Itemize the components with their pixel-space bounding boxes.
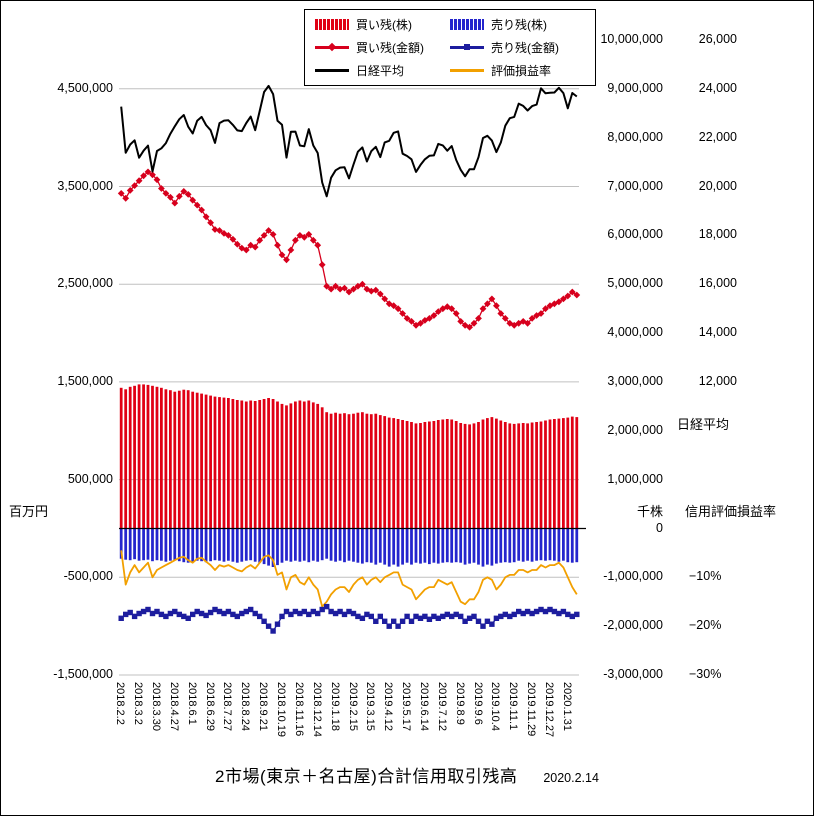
percent-axis-tick: −10%	[689, 569, 722, 584]
buy-amount-line-swatch-icon	[315, 42, 349, 53]
page-title: 2市場(東京＋名古屋)合計信用取引残高	[215, 767, 518, 786]
x-axis-tick: 2019.7.12	[435, 682, 448, 731]
legend-label: 売り残(株)	[491, 18, 547, 32]
shares-axis-tick: 4,000,000	[607, 325, 663, 340]
x-axis-tick: 2018.2.2	[114, 682, 127, 725]
legend-label: 買い残(株)	[356, 18, 412, 32]
x-axis-tick: 2019.9.6	[471, 682, 484, 725]
shares-axis-tick: 5,000,000	[607, 276, 663, 291]
nikkei-line-swatch-icon	[315, 65, 349, 76]
shares-axis-tick: 10,000,000	[600, 32, 663, 46]
x-axis-tick: 2018.3.2	[132, 682, 145, 725]
percent-axis-tick: −20%	[689, 618, 722, 633]
as-of-date: 2020.2.14	[543, 771, 599, 785]
x-axis-tick: 2018.10.19	[275, 682, 287, 738]
x-axis-tick: 2019.12.27	[543, 682, 555, 738]
x-axis-tick: 2018.4.27	[167, 682, 180, 731]
pl-ratio-line	[120, 550, 578, 608]
legend-label: 買い残(金額)	[356, 41, 424, 55]
nikkei-line	[120, 84, 578, 198]
nikkei-axis-tick: 16,000	[698, 276, 737, 291]
x-axis-tick: 2018.12.14	[310, 682, 323, 738]
left-axis-tick: -500,000	[63, 569, 113, 584]
nikkei-axis-tick: 26,000	[698, 32, 737, 46]
legend-item-buy-amount: 買い残(金額)	[315, 39, 450, 56]
shares-axis-tick: 6,000,000	[607, 227, 663, 242]
footer: 2市場(東京＋名古屋)合計信用取引残高 2020.2.14	[1, 762, 813, 787]
shares-axis-tick: 1,000,000	[607, 471, 663, 486]
x-axis-tick: 2019.4.12	[382, 682, 395, 731]
left-axis-tick: 4,500,000	[57, 80, 113, 95]
left-axis-tick: 2,500,000	[57, 276, 113, 291]
x-axis-tick: 2018.3.30	[150, 682, 162, 731]
shares-axis-tick: -2,000,000	[603, 618, 663, 633]
left-axis-unit-label: 百万円	[9, 504, 49, 519]
shares-axis-tick: 8,000,000	[607, 129, 663, 144]
legend-label: 評価損益率	[491, 64, 552, 78]
x-axis-tick: 2018.7.27	[221, 682, 234, 731]
x-axis-tick: 2019.1.18	[328, 682, 341, 731]
nikkei-axis-tick: 14,000	[698, 325, 737, 340]
x-axis-tick: 2018.8.24	[239, 682, 252, 731]
nikkei-axis-title: 日経平均	[677, 417, 730, 432]
x-axis-tick: 2020.1.31	[560, 682, 573, 731]
left-axis-tick: 3,500,000	[57, 178, 113, 193]
shares-axis-tick: -1,000,000	[603, 569, 663, 584]
x-axis-tick: 2019.6.14	[417, 682, 430, 731]
x-axis-tick: 2019.10.4	[489, 682, 502, 731]
nikkei-axis-tick: 22,000	[698, 129, 737, 144]
sell-amount-markers	[118, 603, 580, 634]
legend-item-sell-shares: 売り残(株)	[450, 16, 585, 33]
sell-amount-line-swatch-icon	[450, 42, 484, 53]
shares-axis-tick: 0	[656, 520, 663, 535]
pl-axis-title: 信用評価損益率	[685, 504, 777, 519]
nikkei-axis-tick: 18,000	[698, 227, 737, 242]
shares-axis-unit-label: 千株	[636, 504, 663, 519]
x-axis-tick: 2019.8.9	[453, 682, 466, 725]
percent-axis-tick: −30%	[689, 667, 722, 681]
nikkei-axis-tick: 20,000	[698, 178, 737, 193]
legend-item-buy-shares: 買い残(株)	[315, 16, 450, 33]
shares-axis-tick: 2,000,000	[607, 422, 663, 437]
x-axis-tick: 2019.11.1	[507, 682, 520, 731]
x-axis-tick: 2018.6.29	[203, 682, 216, 731]
x-axis-tick: 2019.2.15	[346, 682, 359, 731]
x-axis-tick: 2019.3.15	[364, 682, 377, 731]
left-axis-tick: -1,500,000	[53, 667, 113, 681]
sell-shares-bar-swatch-icon	[450, 19, 484, 30]
nikkei-axis-tick: 12,000	[698, 373, 737, 388]
shares-axis-tick: 9,000,000	[607, 80, 663, 95]
shares-axis-tick: -3,000,000	[603, 667, 663, 681]
left-axis-tick: 500,000	[67, 471, 113, 486]
buy-shares-bars	[119, 384, 579, 529]
nikkei-axis-tick: 24,000	[698, 80, 737, 95]
legend-label: 売り残(金額)	[491, 41, 559, 55]
x-axis-tick: 2018.9.21	[257, 682, 270, 731]
shares-axis-tick: 7,000,000	[607, 178, 663, 193]
pl-ratio-line-swatch-icon	[450, 65, 484, 76]
legend-item-pl-ratio: 評価損益率	[450, 62, 585, 79]
x-axis-tick: 2019.11.29	[525, 682, 538, 737]
x-axis-tick: 2018.11.16	[292, 682, 305, 737]
buy-amount-markers	[117, 168, 581, 331]
legend-item-sell-amount: 売り残(金額)	[450, 39, 585, 56]
legend: 買い残(株) 買い残(金額) 日経平均 売り残(株) 売り残(金額) 評価損益率	[304, 9, 596, 86]
sell-shares-bars	[119, 528, 579, 567]
legend-label: 日経平均	[356, 64, 405, 78]
legend-item-nikkei: 日経平均	[315, 62, 450, 79]
x-axis-tick: 2018.6.1	[185, 682, 198, 725]
x-axis-tick: 2019.5.17	[400, 682, 413, 731]
left-axis-tick: 1,500,000	[57, 373, 113, 388]
buy-shares-bar-swatch-icon	[315, 19, 349, 30]
shares-axis-tick: 3,000,000	[607, 373, 663, 388]
